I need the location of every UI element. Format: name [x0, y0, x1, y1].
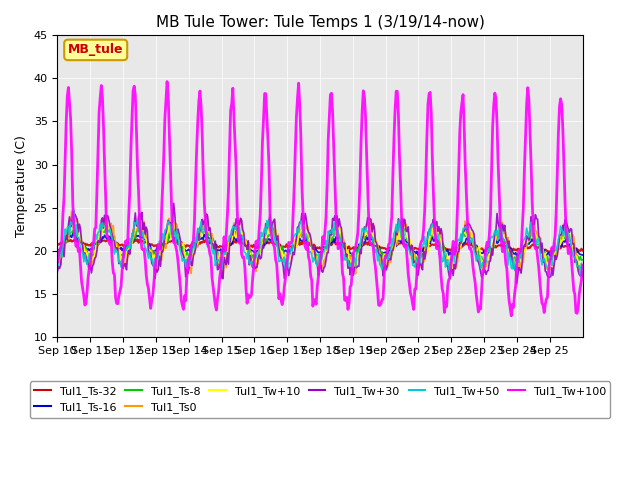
Text: MB_tule: MB_tule [68, 43, 124, 57]
Legend: Tul1_Ts-32, Tul1_Ts-16, Tul1_Ts-8, Tul1_Ts0, Tul1_Tw+10, Tul1_Tw+30, Tul1_Tw+50,: Tul1_Ts-32, Tul1_Ts-16, Tul1_Ts-8, Tul1_… [29, 382, 611, 418]
Y-axis label: Temperature (C): Temperature (C) [15, 135, 28, 237]
Title: MB Tule Tower: Tule Temps 1 (3/19/14-now): MB Tule Tower: Tule Temps 1 (3/19/14-now… [156, 15, 484, 30]
